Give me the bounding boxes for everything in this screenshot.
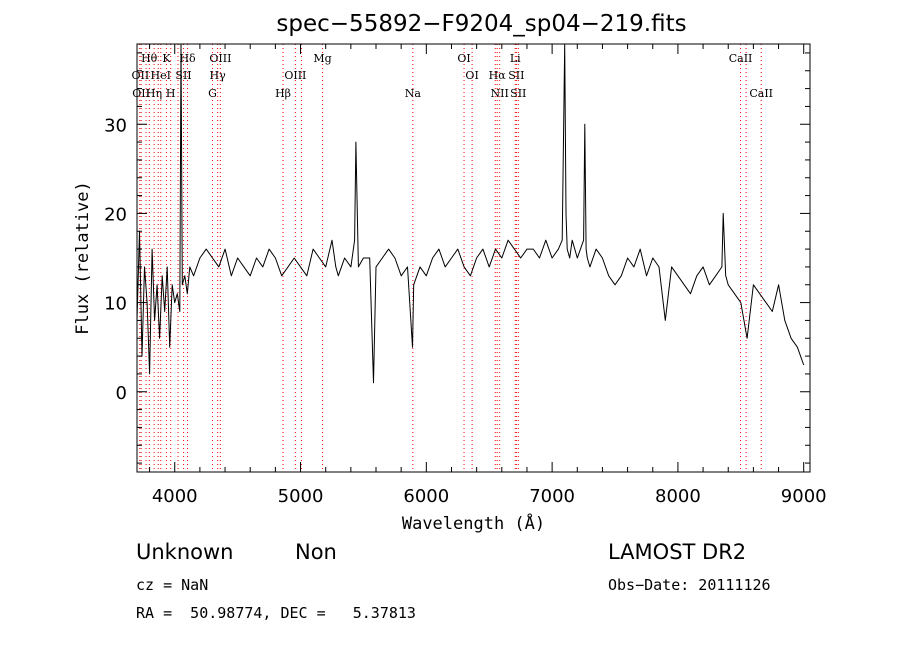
- x-axis-label: Wavelength (Å): [402, 512, 545, 534]
- line-id-label: SII: [510, 87, 526, 100]
- line-id-label: Na: [405, 87, 422, 100]
- x-tick-label: 8000: [655, 486, 701, 507]
- x-tick-label: 9000: [781, 486, 827, 507]
- line-id-label: SII: [175, 69, 191, 82]
- line-id-label: Hδ: [179, 52, 196, 65]
- line-id-label: Hα: [489, 69, 507, 82]
- y-tick-label: 30: [104, 115, 127, 136]
- plot-frame: [136, 43, 811, 473]
- subclass-label: Non: [295, 540, 337, 564]
- y-tick-label: 0: [116, 383, 127, 404]
- line-id-label: K: [162, 52, 171, 65]
- line-id-label: SII: [508, 69, 524, 82]
- x-tick-label: 7000: [529, 486, 575, 507]
- chart-title: spec−55892−F9204_sp04−219.fits: [276, 11, 686, 37]
- line-id-label: Mg: [313, 52, 331, 65]
- line-id-label: Hγ: [210, 69, 227, 82]
- line-id-label: Hθ: [141, 52, 158, 65]
- survey-label: LAMOST DR2: [608, 540, 747, 564]
- line-id-label: CaII: [729, 52, 753, 65]
- line-id-label: OI: [465, 69, 478, 82]
- line-id-label: H: [166, 87, 176, 100]
- line-id-label: OI: [457, 52, 470, 65]
- line-id-label: OII: [132, 87, 150, 100]
- line-id-label: G: [208, 87, 217, 100]
- line-id-label: OII: [132, 69, 150, 82]
- y-axis-label: Flux (relative): [73, 181, 93, 335]
- coordinates-label: RA = 50.98774, DEC = 5.37813: [136, 604, 416, 622]
- line-id-label: Hη: [146, 87, 162, 100]
- line-id-label: HeI: [151, 69, 171, 82]
- obs-date-label: Obs−Date: 20111126: [608, 576, 771, 594]
- spectrum-series-line: [136, 43, 805, 384]
- x-tick-label: 4000: [152, 486, 198, 507]
- line-id-label: Hβ: [275, 87, 291, 100]
- y-tick-label: 10: [104, 294, 127, 315]
- line-id-label: Li: [510, 52, 521, 65]
- line-id-label: NII: [491, 87, 509, 100]
- line-id-label: CaII: [749, 87, 773, 100]
- x-tick-label: 6000: [403, 486, 449, 507]
- line-id-label: OIII: [209, 52, 231, 65]
- redshift-label: cz = NaN: [136, 576, 209, 594]
- y-tick-label: 20: [104, 204, 127, 225]
- line-id-label: OIII: [284, 69, 306, 82]
- x-tick-label: 5000: [278, 486, 324, 507]
- class-label: Unknown: [136, 540, 234, 564]
